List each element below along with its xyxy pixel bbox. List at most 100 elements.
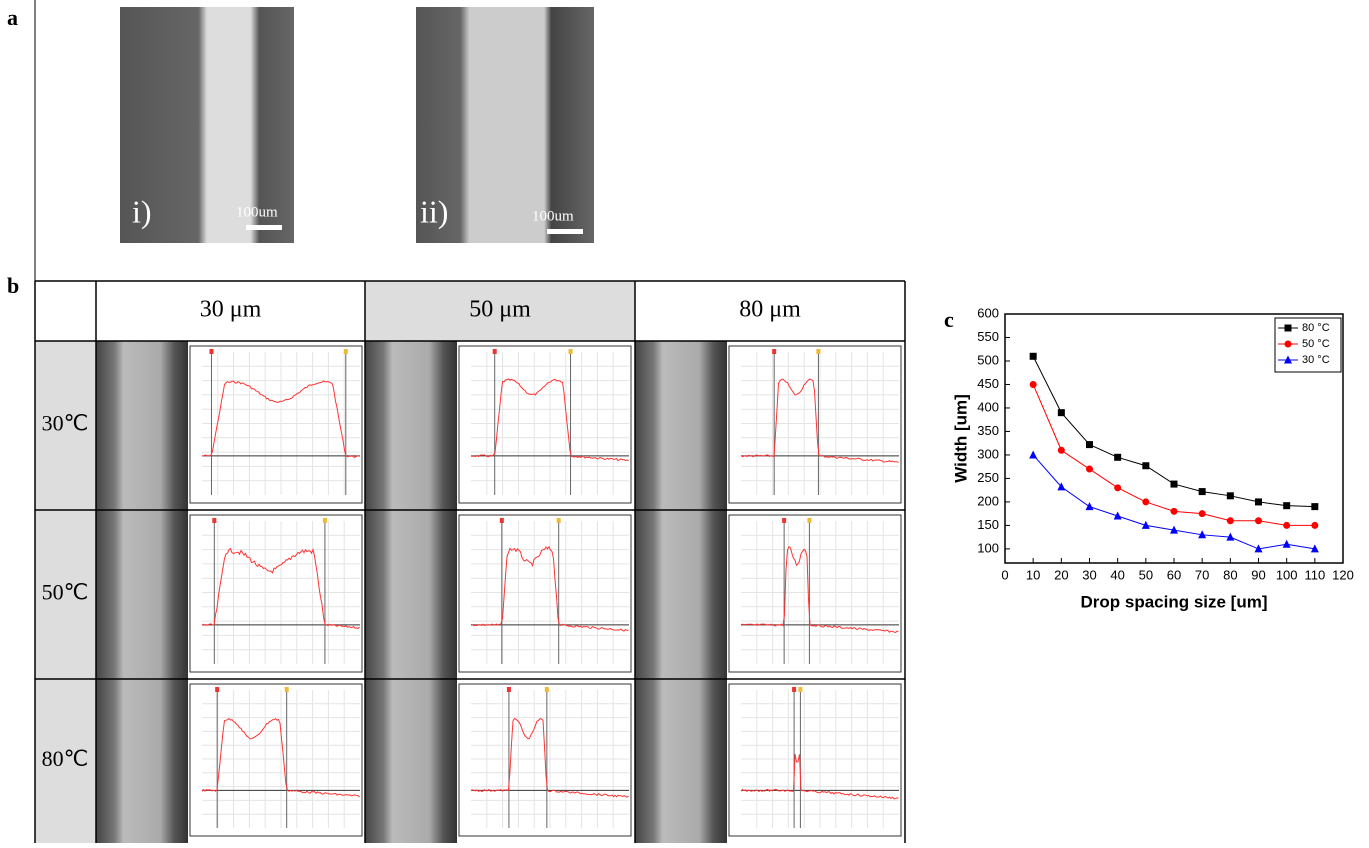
row-header: 80℃ — [42, 746, 89, 771]
marker — [1226, 517, 1234, 525]
x-tick-label: 90 — [1251, 567, 1265, 582]
scale-bar — [246, 225, 282, 230]
y-tick-label: 300 — [977, 446, 999, 461]
row-header-cell — [35, 510, 96, 679]
x-tick-label: 10 — [1026, 567, 1040, 582]
cursor-flag — [772, 349, 777, 354]
y-tick-label: 100 — [977, 540, 999, 555]
y-tick-label: 400 — [977, 399, 999, 414]
cursor-flag — [807, 518, 812, 523]
x-tick-label: 0 — [1001, 567, 1008, 582]
marker — [1283, 502, 1291, 510]
micrograph — [96, 510, 188, 679]
profile-curve — [470, 545, 629, 632]
profile-curve — [470, 717, 629, 798]
marker — [1113, 511, 1122, 520]
x-tick-label: 40 — [1110, 567, 1124, 582]
x-tick-label: 70 — [1195, 567, 1209, 582]
image-label: i) — [132, 193, 152, 229]
marker — [1284, 340, 1292, 348]
marker — [1170, 525, 1178, 534]
y-tick-label: 250 — [977, 470, 999, 485]
marker — [1198, 530, 1207, 539]
micrograph — [365, 510, 457, 679]
x-tick-label: 120 — [1332, 567, 1354, 582]
marker — [1141, 520, 1150, 529]
sem-image — [120, 7, 294, 243]
x-tick-label: 110 — [1304, 567, 1325, 582]
chart: 0 10 20 30 40 50 60 70 80 90 100 110 120 100 150 200 250… — [951, 305, 1353, 611]
header-cell — [365, 281, 635, 341]
micrograph — [635, 679, 727, 843]
marker — [1282, 539, 1291, 548]
micrograph — [365, 341, 457, 510]
cursor-flag — [506, 687, 511, 692]
marker — [1283, 521, 1291, 529]
marker — [1310, 544, 1319, 553]
profile-plot — [728, 514, 902, 673]
profile-curve — [740, 378, 899, 463]
x-tick-label: 20 — [1054, 567, 1068, 582]
cursor-flag — [343, 349, 348, 354]
image-label: ii) — [420, 193, 448, 229]
profile-plot — [458, 514, 632, 673]
marker — [1254, 544, 1263, 553]
marker — [1029, 352, 1037, 360]
row-header-cell — [35, 679, 96, 843]
y-tick-label: 550 — [977, 329, 999, 344]
profile-curve — [740, 754, 899, 800]
marker — [1086, 465, 1093, 473]
profile-plot — [189, 345, 363, 504]
cursor-flag — [209, 349, 214, 354]
marker — [1057, 409, 1065, 417]
profile-plot — [728, 345, 902, 504]
cursor-flag — [568, 349, 573, 354]
cursor-flag — [798, 687, 803, 692]
micrograph — [635, 510, 727, 679]
cursor-flag — [782, 518, 787, 523]
column-header: 80 μm — [739, 297, 801, 323]
x-tick-label: 80 — [1223, 567, 1237, 582]
legend-label: 50 °C — [1302, 338, 1330, 350]
row-header-cell — [35, 341, 96, 510]
y-tick-label: 150 — [977, 517, 999, 532]
marker — [1057, 446, 1065, 454]
marker — [1114, 484, 1122, 492]
marker — [1226, 532, 1235, 541]
profile-curve — [201, 717, 360, 798]
marker — [1255, 517, 1262, 525]
row-header: 30℃ — [42, 411, 89, 436]
marker — [1255, 498, 1262, 506]
row-header: 50℃ — [42, 580, 89, 605]
marker — [1142, 498, 1150, 506]
cursor-flag — [215, 687, 220, 692]
cursor-flag — [492, 349, 497, 354]
profile-curve — [201, 380, 360, 458]
marker — [1226, 492, 1234, 500]
scale-bar — [547, 229, 583, 234]
profile-plot — [189, 514, 363, 673]
profile-plot — [458, 345, 632, 504]
column-header: 30 μm — [200, 297, 262, 323]
cursor-flag — [212, 518, 217, 523]
scale-label: 100um — [236, 204, 278, 220]
legend-label: 30 °C — [1302, 354, 1330, 366]
marker — [1086, 441, 1093, 449]
marker — [1284, 324, 1292, 332]
marker — [1311, 521, 1319, 529]
column-header: 50 μm — [469, 297, 531, 323]
cursor-flag — [499, 518, 504, 523]
cursor-flag — [792, 687, 797, 692]
panel-label: b — [7, 273, 19, 298]
y-tick-label: 500 — [977, 352, 999, 367]
marker — [1029, 450, 1038, 459]
cursor-flag — [322, 518, 327, 523]
marker — [1114, 453, 1122, 461]
marker — [1198, 510, 1206, 518]
marker — [1085, 502, 1094, 511]
x-tick-label: 50 — [1139, 567, 1153, 582]
profile-curve — [471, 378, 629, 462]
micrograph — [635, 341, 727, 510]
y-axis-title: Width [um] — [951, 394, 970, 483]
profile-plot — [189, 683, 363, 837]
